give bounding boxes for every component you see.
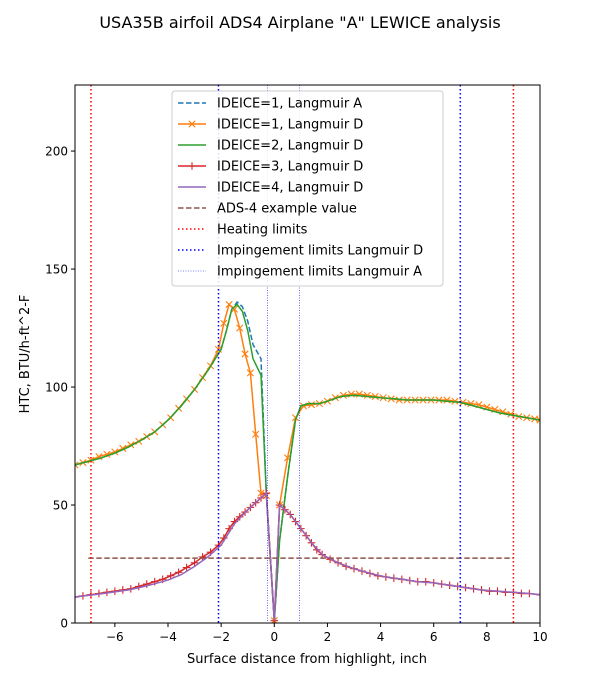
data-point — [536, 416, 540, 424]
legend-label: Impingement limits Langmuir D — [217, 244, 423, 259]
series-line — [75, 303, 540, 621]
legend-entry: IDEICE=1, Langmuir A — [178, 97, 362, 112]
legend-entry: IDEICE=2, Langmuir D — [178, 139, 363, 154]
y-axis: 0 50 100 150 200 — [45, 145, 75, 631]
series-layer — [75, 300, 540, 623]
data-point — [235, 513, 244, 521]
data-point — [313, 546, 321, 554]
data-point — [75, 461, 79, 469]
series-4 — [75, 489, 540, 623]
data-point — [443, 396, 451, 404]
data-point — [174, 568, 183, 577]
legend-label: IDEICE=1, Langmuir A — [217, 97, 362, 112]
legend-entry: Impingement limits Langmuir A — [178, 265, 422, 280]
x-tick-label: 4 — [377, 630, 385, 644]
legend-label: Heating limits — [217, 223, 308, 238]
x-tick-label: 6 — [430, 630, 438, 644]
x-axis-label: Surface distance from highlight, inch — [187, 652, 427, 667]
series-line — [75, 491, 540, 621]
series-line — [75, 300, 540, 621]
series-2 — [75, 300, 540, 623]
data-point — [339, 391, 347, 399]
legend-label: IDEICE=2, Langmuir D — [217, 139, 363, 154]
data-point — [236, 324, 244, 332]
data-point — [198, 553, 207, 561]
x-tick-label: −2 — [212, 630, 230, 644]
legend-entry: IDEICE=3, Langmuir D — [178, 160, 363, 175]
x-tick-label: −4 — [159, 630, 177, 644]
legend-label: IDEICE=1, Langmuir D — [217, 118, 363, 133]
series-3 — [75, 303, 540, 621]
legend-label: IDEICE=3, Langmuir D — [217, 160, 363, 175]
legend-entry: IDEICE=4, Langmuir D — [178, 181, 363, 196]
legend-label: ADS-4 example value — [217, 202, 357, 217]
legend-label: Impingement limits Langmuir A — [217, 265, 422, 280]
y-tick-label: 50 — [53, 499, 68, 513]
legend-entry: IDEICE=1, Langmuir D — [178, 118, 363, 133]
data-point — [246, 369, 254, 377]
x-axis: −6 −4 −2 0 2 4 6 8 10 — [106, 623, 548, 644]
y-tick-label: 200 — [45, 145, 68, 159]
legend-marker — [188, 162, 196, 170]
data-point — [241, 350, 249, 358]
data-point — [307, 401, 316, 409]
series-line — [75, 303, 540, 621]
legend-entry: Heating limits — [178, 223, 308, 238]
data-point — [252, 430, 260, 438]
y-tick-label: 100 — [45, 381, 68, 395]
x-tick-label: 2 — [324, 630, 332, 644]
series-5 — [75, 491, 540, 621]
legend-marker — [188, 120, 196, 128]
vline-layer — [90, 85, 515, 623]
y-tick-label: 0 — [60, 617, 68, 631]
legend-label: IDEICE=4, Langmuir D — [217, 181, 363, 196]
data-point — [182, 563, 191, 572]
legend-entry: Impingement limits Langmuir D — [178, 244, 423, 259]
y-axis-label: HTC, BTU/h-ft^2-F — [18, 295, 33, 414]
data-point — [220, 319, 228, 327]
series-1 — [75, 300, 540, 621]
x-tick-label: 0 — [270, 630, 278, 644]
data-point — [142, 580, 151, 588]
x-tick-label: −6 — [106, 630, 124, 644]
chart-title: USA35B airfoil ADS4 Airplane "A" LEWICE … — [99, 13, 500, 32]
data-point — [230, 305, 239, 313]
x-tick-label: 8 — [483, 630, 491, 644]
legend-box — [171, 90, 444, 287]
plot-frame — [74, 84, 541, 624]
x-tick-label: 10 — [532, 630, 547, 644]
data-point — [190, 559, 199, 567]
series-line — [75, 491, 540, 621]
y-tick-label: 150 — [45, 263, 68, 277]
legend: IDEICE=1, Langmuir A IDEICE=1, Langmuir D… — [171, 90, 444, 287]
legend-entry: ADS-4 example value — [178, 202, 357, 217]
